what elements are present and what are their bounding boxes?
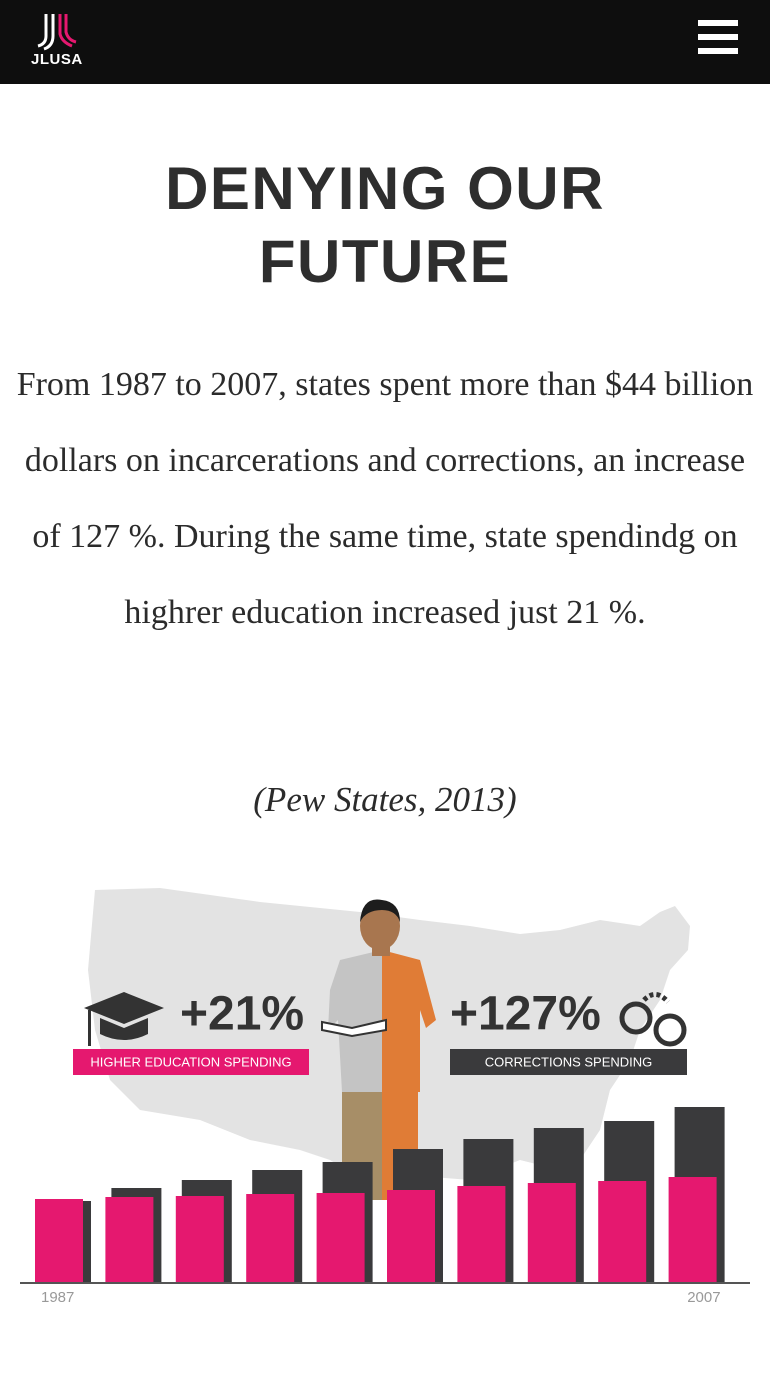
body-paragraph: From 1987 to 2007, states spent more tha… bbox=[16, 366, 754, 631]
top-bar-graphics bbox=[37, 14, 738, 54]
bar bbox=[668, 1177, 717, 1283]
bar bbox=[598, 1181, 647, 1283]
x-tick-label: 1987 bbox=[41, 1289, 74, 1306]
graduation-cap-icon bbox=[84, 992, 164, 1046]
bar bbox=[527, 1183, 576, 1283]
callouts: +21% HIGHER EDUCATION SPENDING +127% CORREC… bbox=[73, 988, 687, 1075]
callout-box bbox=[73, 1049, 309, 1075]
handcuffs-icon bbox=[619, 992, 687, 1047]
bar bbox=[316, 1193, 365, 1283]
logo-mark bbox=[37, 14, 77, 51]
menu-button[interactable] bbox=[698, 20, 738, 54]
page-title: DENYING OUR FUTURE bbox=[165, 155, 605, 295]
infographic: +21% HIGHER EDUCATION SPENDING +127% CORREC… bbox=[20, 888, 750, 1306]
bar bbox=[35, 1199, 83, 1283]
bar bbox=[175, 1196, 224, 1283]
bar bbox=[246, 1194, 295, 1283]
bar bbox=[387, 1190, 435, 1283]
callout-value: +21% bbox=[180, 988, 304, 1041]
logo[interactable]: JLUSA bbox=[31, 51, 83, 68]
callout-value: +127% bbox=[450, 988, 601, 1041]
x-tick-label: 2007 bbox=[687, 1289, 720, 1306]
bar bbox=[457, 1186, 506, 1283]
bar-chart: 1987 2007 bbox=[20, 1107, 750, 1306]
student-figure bbox=[321, 899, 436, 1200]
bar bbox=[105, 1197, 154, 1283]
callout-label: CORRECTIONS SPENDING bbox=[485, 1054, 653, 1069]
citation: (Pew States, 2013) bbox=[253, 780, 517, 819]
callout-label: HIGHER EDUCATION SPENDING bbox=[90, 1054, 291, 1069]
top-bar: JLUSA bbox=[0, 0, 770, 84]
callout-box bbox=[450, 1049, 687, 1075]
